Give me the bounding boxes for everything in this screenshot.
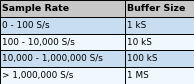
Text: 10,000 - 1,000,000 S/s: 10,000 - 1,000,000 S/s [2, 54, 103, 63]
Bar [0, 50, 125, 67]
Text: 100 - 10,000 S/s: 100 - 10,000 S/s [2, 37, 75, 47]
Text: 10 kS: 10 kS [127, 37, 152, 47]
Bar [0, 67, 125, 84]
Text: Buffer Size: Buffer Size [127, 4, 186, 13]
Text: 1 kS: 1 kS [127, 21, 147, 30]
Bar [125, 34, 194, 50]
Bar [0, 34, 125, 50]
Bar [125, 67, 194, 84]
Bar [125, 50, 194, 67]
Text: 0 - 100 S/s: 0 - 100 S/s [2, 21, 50, 30]
Bar [0, 17, 125, 34]
Text: 100 kS: 100 kS [127, 54, 158, 63]
Text: > 1,000,000 S/s: > 1,000,000 S/s [2, 71, 74, 80]
Text: Sample Rate: Sample Rate [2, 4, 69, 13]
Bar [125, 0, 194, 17]
Text: 1 MS: 1 MS [127, 71, 149, 80]
Bar [125, 17, 194, 34]
Bar [0, 0, 125, 17]
